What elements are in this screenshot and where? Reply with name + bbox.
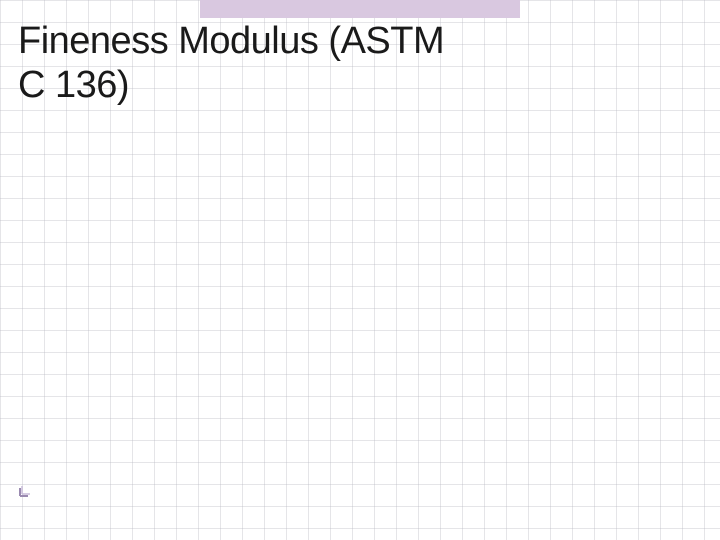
title-line-2: C 136): [18, 64, 129, 106]
corner-decoration-icon: [18, 480, 36, 498]
header-accent-bar: [200, 0, 520, 18]
title-line-1: Fineness Modulus (ASTM: [18, 20, 444, 62]
slide-title: Fineness Modulus (ASTM C 136): [18, 20, 444, 107]
